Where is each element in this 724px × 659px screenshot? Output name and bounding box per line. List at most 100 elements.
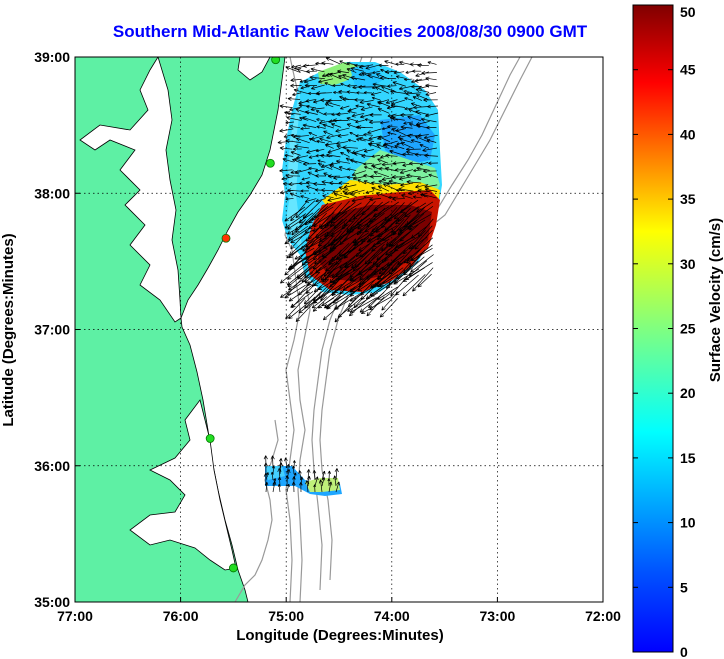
velocity-arrow	[361, 72, 374, 79]
velocity-arrow	[290, 151, 301, 156]
velocity-arrow	[404, 97, 413, 101]
velocity-arrow	[408, 108, 422, 115]
velocity-arrow	[367, 128, 382, 135]
velocity-arrow	[354, 98, 365, 102]
velocity-arrow	[399, 169, 414, 175]
velocity-arrow	[372, 70, 381, 75]
velocity-arrow	[295, 296, 320, 322]
velocity-arrow	[300, 189, 309, 193]
velocity-arrow	[424, 187, 438, 192]
velocity-arrow	[325, 71, 342, 77]
velocity-arrow	[291, 465, 296, 475]
velocity-arrow	[286, 110, 301, 116]
velocity-arrow	[310, 84, 325, 90]
velocity-arrow	[288, 283, 314, 302]
velocity-arrow	[332, 83, 341, 88]
velocity-arrow	[316, 118, 326, 122]
velocity-arrow	[337, 69, 349, 74]
velocity-arrow	[379, 298, 398, 318]
velocity-arrow	[357, 125, 373, 130]
velocity-arrow	[316, 91, 333, 96]
velocity-arrow	[361, 153, 374, 159]
velocity-arrow	[377, 274, 399, 288]
velocity-arrow	[412, 267, 434, 292]
velocity-arrow	[285, 138, 302, 144]
velocity-arrow	[390, 272, 411, 297]
velocity-arrow	[285, 475, 290, 487]
velocity-arrow	[305, 110, 318, 115]
velocity-arrow	[413, 168, 422, 173]
velocity-arrow	[395, 75, 406, 79]
velocity-vectors	[263, 57, 439, 493]
velocity-arrow	[298, 292, 327, 314]
velocity-arrow	[358, 64, 374, 69]
velocity-arrow	[371, 96, 381, 101]
velocity-arrow	[324, 82, 334, 87]
velocity-arrow	[282, 157, 294, 163]
velocity-arrow	[346, 90, 357, 94]
velocity-arrow	[350, 66, 365, 72]
velocity-arrow	[340, 151, 350, 157]
velocity-arrow	[391, 128, 406, 136]
velocity-arrow	[378, 166, 390, 171]
x-tick-label: 75:00	[268, 608, 304, 624]
velocity-arrow	[300, 195, 310, 199]
velocity-arrow	[349, 131, 358, 137]
velocity-arrow	[327, 148, 341, 154]
velocity-arrow	[398, 85, 413, 91]
y-tick-label: 35:00	[34, 594, 70, 610]
velocity-arrow	[416, 166, 430, 171]
velocity-arrow	[400, 142, 414, 149]
velocity-arrow	[333, 90, 342, 95]
velocity-arrow	[366, 296, 385, 317]
y-tick-label: 36:00	[34, 458, 70, 474]
velocity-arrow	[351, 198, 365, 203]
colorbar-tick-label: 15	[680, 450, 696, 466]
velocity-arrow	[338, 238, 357, 257]
velocity-arrow	[384, 166, 397, 172]
colorbar	[632, 4, 674, 653]
velocity-arrow	[369, 174, 382, 179]
velocity-arrow	[319, 119, 334, 125]
velocity-arrow	[327, 197, 342, 202]
velocity-arrow	[315, 110, 325, 115]
velocity-arrow	[411, 84, 422, 89]
velocity-arrow	[272, 481, 277, 493]
velocity-arrow	[393, 70, 405, 75]
velocity-arrow	[302, 161, 317, 167]
velocity-arrow	[321, 243, 341, 258]
velocity-arrow	[301, 177, 310, 181]
colorbar-tick-label: 25	[680, 321, 696, 337]
velocity-arrow	[308, 166, 318, 171]
velocity-arrow	[416, 175, 429, 181]
velocity-arrow	[321, 188, 334, 193]
colorbar-tick-label: 5	[680, 579, 688, 595]
velocity-arrow	[410, 102, 422, 107]
velocity-arrow	[421, 193, 437, 199]
velocity-arrow	[342, 73, 358, 80]
velocity-arrow	[376, 143, 390, 149]
velocity-arrow	[427, 61, 437, 65]
velocity-arrow	[387, 113, 397, 118]
velocity-arrow	[291, 481, 296, 493]
velocity-arrow	[340, 82, 349, 87]
velocity-arrow	[347, 138, 357, 143]
velocity-arrow	[355, 104, 365, 108]
velocity-arrow	[333, 175, 349, 180]
velocity-arrow	[359, 292, 385, 313]
velocity-arrow	[284, 256, 307, 276]
velocity-arrow	[404, 106, 414, 111]
velocity-arrow	[401, 194, 413, 199]
velocity-arrow	[278, 458, 283, 469]
y-axis-label: Latitude (Degrees:Minutes)	[0, 233, 17, 426]
velocity-arrow	[294, 247, 315, 260]
velocity-arrow	[363, 91, 373, 95]
velocity-arrow	[415, 71, 430, 77]
velocity-arrow	[329, 164, 343, 171]
velocity-arrow	[283, 133, 294, 138]
velocity-arrow	[286, 244, 307, 259]
radar-station-marker	[271, 57, 281, 65]
velocity-arrow	[319, 137, 333, 143]
velocity-arrow	[314, 476, 319, 487]
velocity-arrow	[349, 158, 366, 165]
